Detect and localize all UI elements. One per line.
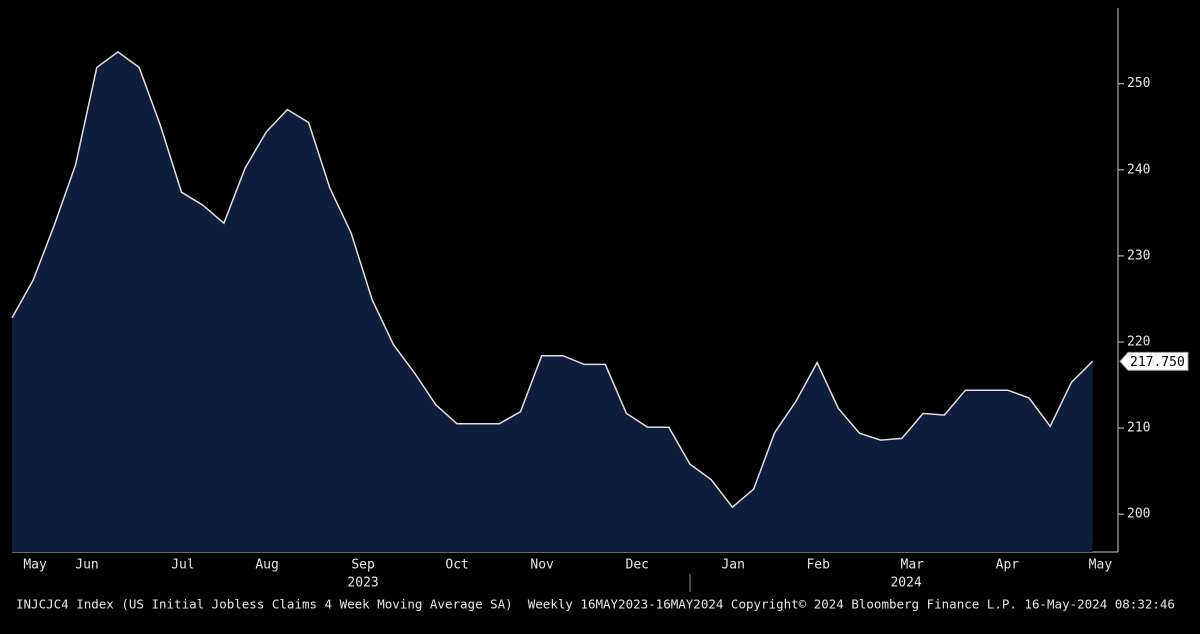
year-label: 2024 bbox=[890, 576, 921, 591]
x-tick-label: Apr bbox=[996, 558, 1020, 573]
area bbox=[12, 51, 1093, 553]
y-tick-label: 200 bbox=[1127, 507, 1150, 522]
footer: INJCJC4 Index (US Initial Jobless Claims… bbox=[16, 597, 1175, 612]
x-tick-label: Jul bbox=[171, 558, 194, 573]
y-tick-label: 240 bbox=[1127, 162, 1150, 177]
last-value-label: 217.750 bbox=[1130, 355, 1185, 370]
y-tick-label: 230 bbox=[1127, 248, 1150, 263]
y-tick-label: 250 bbox=[1127, 76, 1150, 91]
x-tick-label: Oct bbox=[445, 558, 468, 573]
year-label: 2023 bbox=[347, 576, 378, 591]
x-tick-label: Sep bbox=[351, 558, 375, 573]
last-value-box bbox=[1119, 351, 1189, 371]
y-tick-label: 220 bbox=[1127, 334, 1150, 349]
y-tick-label: 210 bbox=[1127, 421, 1150, 436]
x-tick-label: May bbox=[23, 558, 47, 573]
line bbox=[11, 50, 1094, 509]
x-tick-label: Mar bbox=[901, 558, 925, 573]
x-tick-label: Jun bbox=[75, 558, 98, 573]
x-tick-label: Nov bbox=[530, 558, 554, 573]
x-tick-label: Jan bbox=[721, 558, 744, 573]
x-tick-label: May bbox=[1089, 558, 1113, 573]
x-tick-label: Dec bbox=[626, 558, 649, 573]
x-tick-label: Aug bbox=[255, 558, 278, 573]
x-tick-label: Feb bbox=[806, 558, 830, 573]
